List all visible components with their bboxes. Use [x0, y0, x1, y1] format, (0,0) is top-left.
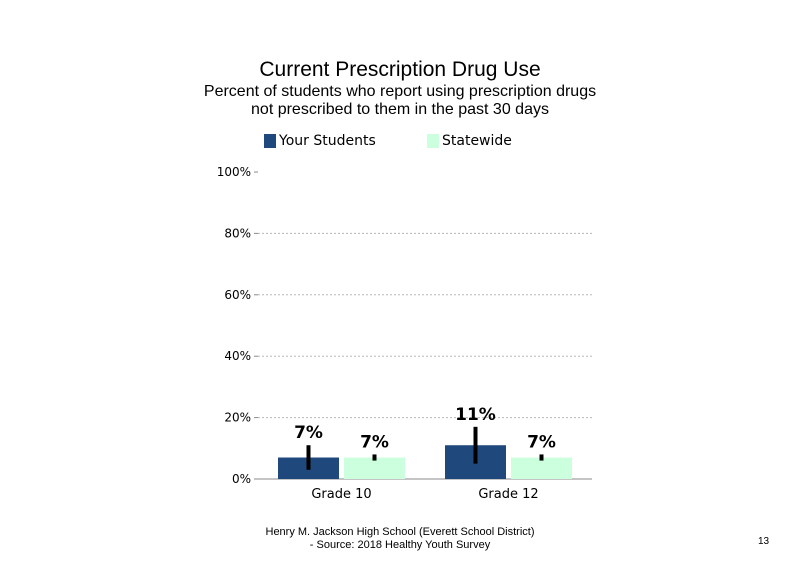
legend-item-your-students: Your Students: [264, 133, 376, 149]
data-label: 7%: [294, 423, 323, 443]
x-category-label: Grade 12: [478, 487, 538, 502]
y-tick-label: 40%: [224, 349, 251, 363]
page-number: 13: [758, 536, 770, 547]
legend-swatch-statewide: [427, 134, 439, 148]
x-category-label: Grade 10: [311, 487, 371, 502]
chart-title: Current Prescription Drug Use: [259, 58, 541, 81]
legend-swatch-your-students: [264, 134, 276, 148]
chart-legend: Your Students Statewide: [0, 133, 800, 153]
subtitle-line-1: Percent of students who report using pre…: [203, 83, 597, 100]
bar: [344, 457, 405, 479]
bar: [511, 457, 572, 479]
y-tick-label: 60%: [224, 288, 251, 302]
legend-label-your-students: Your Students: [279, 133, 376, 149]
y-tick-label: 80%: [224, 226, 251, 240]
footer-source: - Source: 2018 Healthy Youth Survey: [309, 539, 491, 551]
data-label: 7%: [527, 432, 556, 452]
legend-item-statewide: Statewide: [427, 133, 512, 149]
footer: Henry M. Jackson High School (Everett Sc…: [180, 526, 620, 552]
footer-school: Henry M. Jackson High School (Everett Sc…: [265, 526, 535, 538]
subtitle-line-2: not prescribed to them in the past 30 da…: [251, 101, 549, 118]
data-label: 7%: [360, 432, 389, 452]
legend-label-statewide: Statewide: [442, 133, 512, 149]
data-label: 11%: [455, 405, 496, 425]
y-tick-label: 0%: [232, 472, 251, 486]
y-tick-label: 100%: [217, 165, 251, 179]
y-tick-label: 20%: [224, 411, 251, 425]
chart-subtitle: Percent of students who report using pre…: [0, 83, 800, 119]
